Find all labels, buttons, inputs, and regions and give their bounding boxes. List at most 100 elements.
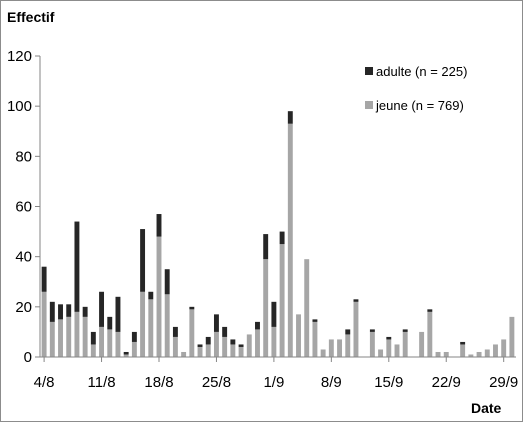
bar-adulte-22-8 [189,306,195,310]
bar-jeune-4-9 [296,314,301,357]
bar-adulte-9-8 [82,306,88,317]
bar-jeune-2-9 [279,244,285,358]
bar-adulte-13-9 [369,329,375,332]
bar-jeune-16-9 [394,344,400,357]
bar-jeune-18-8 [156,236,162,357]
bar-adulte-11-8 [99,291,105,327]
bar-jeune-6-9 [312,321,318,357]
bar-jeune-22-9 [443,351,449,357]
x-tick-label: 8/9 [321,374,342,391]
bar-jeune-10-8 [90,344,96,357]
bar-adulte-11-9 [353,299,359,302]
bar-jeune-7-8 [66,316,72,357]
x-tick-label: 1/9 [263,374,284,391]
bar-adulte-17-9 [402,329,408,332]
x-tick-label: 18/8 [144,374,173,391]
bar-adulte-4-8 [41,266,47,292]
y-tick-label: 20 [15,299,32,316]
bar-adulte-27-8 [230,339,236,345]
bar-jeune-27-8 [230,344,236,357]
legend: adulte (n = 225) jeune (n = 769) [365,64,467,113]
bar-adulte-8-8 [74,221,80,312]
bar-jeune-9-9 [337,339,343,357]
bar-jeune-20-8 [172,336,178,357]
y-tick-label: 40 [15,249,32,266]
x-tick-label: 11/8 [88,374,116,391]
bar-jeune-31-8 [263,259,269,357]
y-tick-label: 80 [15,148,32,165]
y-tick-label: 100 [7,98,32,115]
x-tick-label: 4/8 [34,374,55,391]
bar-jeune-8-8 [74,311,80,357]
bar-jeune-11-8 [99,326,105,357]
bar-jeune-21-8 [181,351,187,357]
x-tick-label: 15/9 [374,374,403,391]
bar-jeune-9-8 [82,316,88,357]
bar-adulte-2-9 [279,231,285,245]
bar-adulte-6-9 [312,319,318,322]
bar-jeune-3-9 [287,123,293,357]
bar-adulte-7-8 [66,304,72,317]
bar-jeune-29-9 [501,339,507,357]
bar-jeune-25-8 [213,331,219,357]
bar-jeune-13-8 [115,331,121,357]
bar-jeune-23-8 [197,346,203,357]
y-axis-label: Effectif [7,9,55,25]
bar-adulte-24-8 [205,336,211,345]
y-tick-label: 60 [15,199,32,216]
bar-adulte-16-8 [140,229,146,292]
bar-adulte-14-8 [123,351,129,355]
bar-jeune-5-8 [49,321,55,357]
bar-adulte-30-8 [255,321,260,330]
bar-jeune-14-9 [378,349,384,357]
bar-jeune-14-8 [123,354,129,357]
bar-jeune-16-8 [140,291,146,357]
bar-jeune-17-8 [148,299,154,357]
bar-jeune-22-8 [189,309,195,357]
bar-adulte-15-9 [386,336,392,340]
bar-jeune-13-9 [369,331,375,357]
bar-adulte-31-8 [263,234,269,260]
bar-adulte-3-9 [287,111,293,124]
legend-label: adulte (n = 225) [376,64,467,79]
bar-jeune-7-9 [320,349,326,357]
x-tick-label: 29/9 [489,374,518,391]
bar-jeune-24-9 [460,344,466,357]
bar-jeune-11-9 [353,301,359,357]
bar-adulte-26-8 [222,326,228,337]
bar-jeune-24-8 [205,344,211,357]
bar-jeune-5-9 [304,259,310,357]
x-axis-label: Date [471,400,502,416]
bar-adulte-24-9 [460,341,466,345]
bar-jeune-6-8 [58,319,63,358]
bar-adulte-20-9 [427,309,433,312]
y-tick-label: 0 [24,349,32,366]
bar-jeune-26-9 [476,351,482,357]
bar-jeune-17-9 [402,331,408,357]
bar-adulte-10-8 [90,331,96,345]
legend-swatch [365,67,373,75]
bar-jeune-10-9 [345,334,351,357]
bar-jeune-19-9 [419,331,425,357]
bar-jeune-30-9 [509,316,515,357]
x-tick-label: 25/8 [202,374,231,391]
bar-adulte-13-8 [115,296,121,332]
bar-jeune-15-9 [386,339,392,357]
bar-adulte-28-8 [238,344,244,347]
bar-adulte-19-8 [164,269,170,295]
bar-jeune-20-9 [427,311,433,357]
bar-jeune-4-8 [41,291,47,357]
axes-group: 0 20 40 60 80 100 120 4/8 11/8 18/8 25/8 1/9 8/9 15/9… [7,48,518,391]
bar-jeune-26-8 [222,336,228,357]
bar-adulte-10-9 [345,329,351,335]
bar-jeune-28-8 [238,346,244,357]
bar-jeune-8-9 [328,339,334,357]
x-tick-label: 22/9 [432,374,461,391]
bars-group [41,111,515,358]
y-tick-label: 120 [7,48,32,65]
bar-adulte-12-8 [107,316,113,330]
bar-jeune-29-8 [246,334,252,357]
bar-adulte-15-8 [131,331,137,342]
